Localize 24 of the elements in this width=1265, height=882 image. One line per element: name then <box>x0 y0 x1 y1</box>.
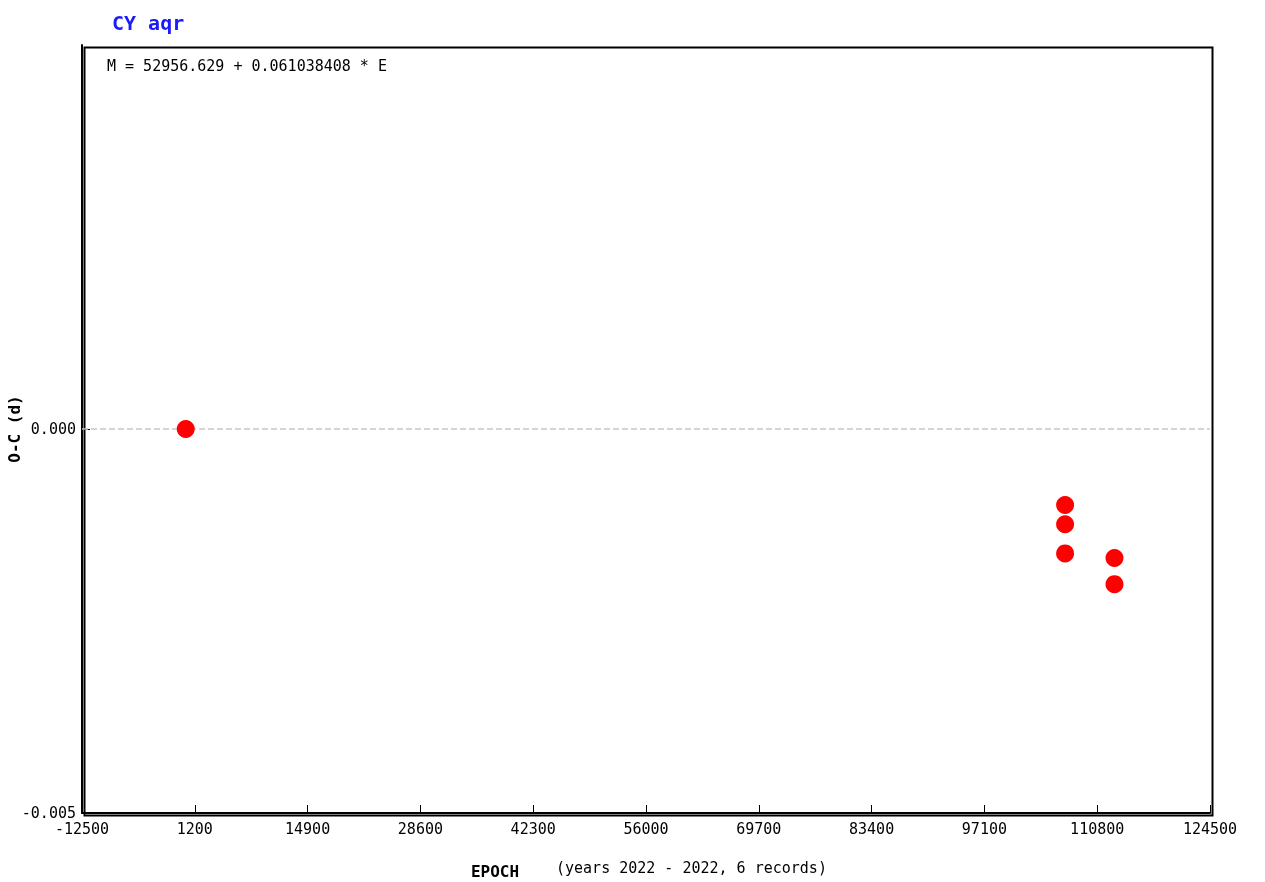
y-tick-label: -0.005 <box>21 804 76 822</box>
point <box>1056 515 1075 534</box>
x-tick-label: 69700 <box>736 819 782 838</box>
y-tick-label: 0.000 <box>30 420 76 438</box>
x-tick-label: 42300 <box>510 819 556 838</box>
x-tick-label: -12500 <box>54 819 110 838</box>
point <box>1056 544 1075 563</box>
point <box>1105 549 1124 568</box>
x-tick-label: 83400 <box>849 819 895 838</box>
point <box>1056 496 1075 515</box>
x-tick-label: 14900 <box>285 819 331 838</box>
y-axis-title: O-C (d) <box>4 395 24 463</box>
chart-title: CY aqr <box>112 11 185 35</box>
annotation: M = 52956.629 + 0.061038408 * E <box>107 56 387 75</box>
x-tick-label: 110800 <box>1070 819 1125 838</box>
x-tick-label: 28600 <box>397 819 443 838</box>
x-axis-title: EPOCH <box>470 861 520 881</box>
point <box>176 420 195 438</box>
x-tick-label: 1200 <box>176 819 213 838</box>
x-tick-label: 124500 <box>1182 819 1238 838</box>
text: (years 2022 - 2022, 6 records) <box>556 858 827 877</box>
x-tick-label: 97100 <box>961 819 1007 838</box>
x-tick-label: 56000 <box>623 819 669 838</box>
point <box>1105 575 1124 594</box>
